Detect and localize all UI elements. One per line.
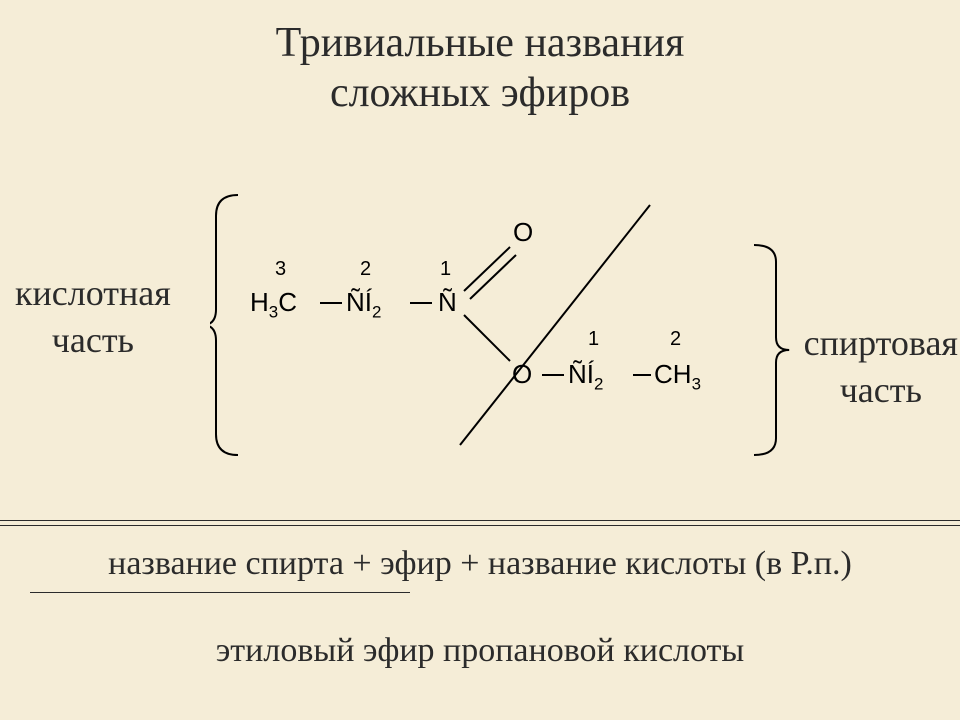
carbon-number: 2 (360, 258, 371, 280)
atom-o: O (512, 359, 532, 389)
bond-icon (464, 315, 510, 361)
underline-icon (30, 592, 410, 593)
slide: Тривиальные названия сложных эфиров кисл… (0, 0, 960, 720)
page-title: Тривиальные названия сложных эфиров (0, 18, 960, 119)
divider-icon (0, 520, 960, 521)
carbon-number: 1 (588, 328, 599, 350)
alcohol-label-line1: спиртовая (804, 323, 958, 363)
divider-icon (0, 525, 960, 526)
group-ch3: CH3 (654, 359, 701, 394)
naming-rule: название спирта + эфир + название кислот… (0, 545, 960, 583)
title-line1: Тривиальные названия (276, 20, 685, 66)
acid-label-line1: кислотная (15, 273, 171, 313)
example-name: этиловый эфир пропановой кислоты (0, 632, 960, 670)
group-c: Ñ (438, 287, 457, 317)
carbon-number: 2 (670, 328, 681, 350)
carbon-number: 1 (440, 258, 451, 280)
divider-line (460, 205, 650, 445)
left-brace-icon (210, 195, 238, 455)
carbon-number: 3 (275, 258, 286, 280)
double-bond-icon (470, 255, 516, 299)
double-bond-icon (464, 247, 510, 291)
structural-formula: 3 2 1 1 2 H3C ÑÍ2 Ñ O O ÑÍ2 CH3 (210, 185, 790, 475)
alcohol-part-label: спиртовая часть (804, 320, 958, 414)
group-h3c: H3C (250, 287, 297, 322)
acid-part-label: кислотная часть (15, 270, 171, 364)
right-brace-icon (754, 245, 789, 455)
title-line2: сложных эфиров (330, 70, 630, 116)
atom-o: O (513, 217, 533, 247)
group-ch2: ÑÍ2 (568, 359, 603, 394)
acid-label-line2: часть (52, 320, 134, 360)
alcohol-label-line2: часть (840, 370, 922, 410)
group-ch2: ÑÍ2 (346, 287, 381, 322)
formula-svg: 3 2 1 1 2 H3C ÑÍ2 Ñ O O ÑÍ2 CH3 (210, 185, 790, 475)
